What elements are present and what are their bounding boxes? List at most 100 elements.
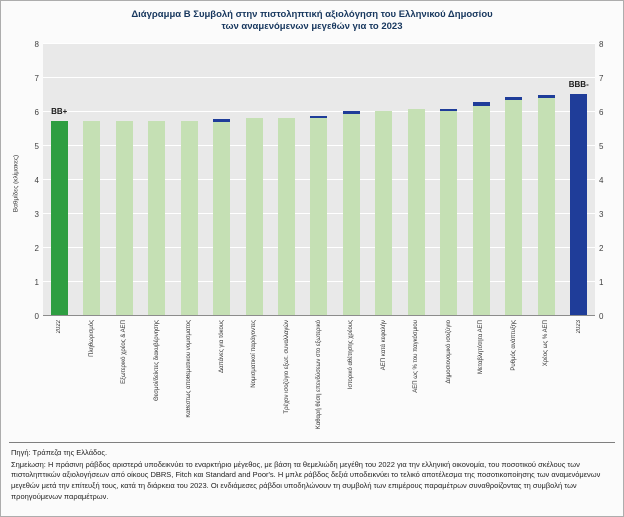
annotation-BBB-: BBB- [568,79,589,89]
bar-Καθεστώς αποθεματικού νομίσματος [173,44,205,315]
bar-cap-segment [505,97,523,100]
bars-container: BB+ BBB- [43,44,595,315]
y-tick-left-7: 7 [34,73,39,83]
y-tick-left-1: 1 [34,277,39,287]
chart-title-line1: Διάγραμμα Β Συμβολή στην πιστοληπτική αξ… [131,9,493,20]
y-tick-right-4: 4 [599,175,604,185]
bar-Δαπάνες για τόκους [205,44,237,315]
bar-base-segment [180,120,198,315]
x-label-cell: Δημοσιονομικό ισοζύγιο [433,316,465,436]
x-label-Καθεστώς αποθεματικού νομίσματος: Καθεστώς αποθεματικού νομίσματος [186,319,193,418]
x-label-Χρέος ως % ΑΕΠ: Χρέος ως % ΑΕΠ [543,319,550,366]
bar-base-segment [83,120,101,315]
x-label-ΑΕΠ κατά κεφαλήν: ΑΕΠ κατά κεφαλήν [380,319,387,370]
x-label-Μεταβλητότητα ΑΕΠ: Μεταβλητότητα ΑΕΠ [478,319,485,374]
x-label-Θεσμοί/δείκτες διακυβέρνησης: Θεσμοί/δείκτες διακυβέρνησης [153,319,160,401]
bar-cap-segment [440,108,458,111]
chart-title: Διάγραμμα Β Συμβολή στην πιστοληπτική αξ… [9,9,615,34]
y-axis-title: Βαθμίδες (κλίμακες) [12,154,20,212]
y-tick-left-5: 5 [34,141,39,151]
x-label-Εξωτερικό χρέος & ΑΕΠ: Εξωτερικό χρέος & ΑΕΠ [121,319,128,384]
bar-Ιστορικό αθέτησης χρέους [335,44,367,315]
bar-cap-segment [342,110,360,115]
bar-Τρέχον ισοζύγιο εξωτ. συναλλαγών [270,44,302,315]
bar-base-segment [278,117,296,315]
y-tick-right-5: 5 [599,141,604,151]
x-label-2022: 2022 [56,319,63,334]
bar-base-segment [537,98,555,315]
x-label-cell: Τρέχον ισοζύγιο εξωτ. συναλλαγών [270,316,302,436]
x-label-cell: ΑΕΠ κατά κεφαλήν [368,316,400,436]
x-label-cell: Θεσμοί/δείκτες διακυβέρνησης [140,316,172,436]
x-label-cell: Μεταβλητότητα ΑΕΠ [465,316,497,436]
bar-base-segment [310,118,328,315]
x-label-cell: Χρέος ως % ΑΕΠ [530,316,562,436]
bar-Δημοσιονομικό ισοζύγιο [433,44,465,315]
bar-base-segment [342,114,360,315]
bar-Ρυθμός ανάπτυξης [498,44,530,315]
gridline-6 [43,110,595,112]
x-axis-labels: 2022 Πληθωρισμός Εξωτερικό χρέος & ΑΕΠ Θεσμ… [43,316,595,436]
y-tick-left-2: 2 [34,243,39,253]
y-tick-left-0: 0 [34,311,39,321]
bar-ΑΕΠ κατά κεφαλήν [368,44,400,315]
x-label-cell: Ρυθμός ανάπτυξης [498,316,530,436]
bar-base-segment [245,117,263,315]
y-tick-left-6: 6 [34,107,39,117]
bar-2022: BB+ [43,44,75,315]
footer: Πηγή: Τράπεζα της Ελλάδος. Σημείωση: Η π… [9,441,615,503]
x-label-Ιστορικό αθέτησης χρέους: Ιστορικό αθέτησης χρέους [348,319,355,389]
y-tick-right-2: 2 [599,243,604,253]
bar-Πληθωρισμός [75,44,107,315]
bar-cap-segment [537,95,555,99]
x-label-cell: Καθαρή θέση επενδύσεων στο εξωτερικό [303,316,335,436]
source-text: Πηγή: Τράπεζα της Ελλάδος. [11,447,108,457]
x-label-cell: ΑΕΠ ως % του παγκόσμιου [400,316,432,436]
y-tick-right-7: 7 [599,73,604,83]
gridline-7 [43,76,595,78]
x-label-cell: Εξωτερικό χρέος & ΑΕΠ [108,316,140,436]
x-label-cell: Καθεστώς αποθεματικού νομίσματος [173,316,205,436]
x-label-Τρέχον ισοζύγιο εξωτ. συναλλαγών: Τρέχον ισοζύγιο εξωτ. συναλλαγών [283,319,290,414]
bar-base-segment [115,120,133,315]
y-tick-left-3: 3 [34,209,39,219]
bar-Χρέος ως % ΑΕΠ [530,44,562,315]
x-label-Ρυθμός ανάπτυξης: Ρυθμός ανάπτυξης [510,319,517,371]
bar-cap-segment [213,119,231,122]
x-label-cell: Πληθωρισμός [75,316,107,436]
y-axis-title-column: Βαθμίδες (κλίμακες) [9,44,23,316]
x-label-Νομισματικοί παράγοντες: Νομισματικοί παράγοντες [251,319,258,388]
bar-base-segment [213,121,231,315]
chart-area: Βαθμίδες (κλίμακες) 0 1 2 3 4 5 6 7 8 BB+ BBB- 0 1… [9,40,615,321]
bar-base-segment [375,110,393,315]
y-tick-right-3: 3 [599,209,604,219]
bar-ΑΕΠ ως % του παγκόσμιου [400,44,432,315]
annotation-BB+: BB+ [51,106,68,116]
bar-base-segment [472,105,490,315]
bar-cap-segment [472,102,490,106]
bar-Εξωτερικό χρέος & ΑΕΠ [108,44,140,315]
chart-title-line2: των αναμενόμενων μεγεθών για το 2023 [221,21,403,33]
y-tick-right-8: 8 [599,39,604,49]
y-tick-left-4: 4 [34,175,39,185]
bar-base-segment [570,93,588,315]
bar-base-segment [50,120,68,315]
x-label-Καθαρή θέση επενδύσεων στο εξωτερικό: Καθαρή θέση επενδύσεων στο εξωτερικό [315,319,322,429]
bar-base-segment [505,99,523,315]
x-label-cell: 2022 [43,316,75,436]
bar-Καθαρή θέση επενδύσεων στο εξωτερικό [303,44,335,315]
x-label-2023: 2023 [575,319,582,334]
gridline-8 [43,42,595,44]
bar-Θεσμοί/δείκτες διακυβέρνησης [140,44,172,315]
x-label-ΑΕΠ ως % του παγκόσμιου: ΑΕΠ ως % του παγκόσμιου [413,319,420,393]
x-label-Δαπάνες για τόκους: Δαπάνες για τόκους [218,319,225,373]
y-tick-right-6: 6 [599,107,604,117]
x-label-cell: 2023 [563,316,595,436]
y-axis-ticks-right: 0 1 2 3 4 5 6 7 8 [595,40,615,321]
x-axis-left-spacer [9,316,43,436]
x-label-cell: Ιστορικό αθέτησης χρέους [335,316,367,436]
x-label-cell: Νομισματικοί παράγοντες [238,316,270,436]
bar-cap-segment [310,115,328,119]
bar-Μεταβλητότητα ΑΕΠ [465,44,497,315]
